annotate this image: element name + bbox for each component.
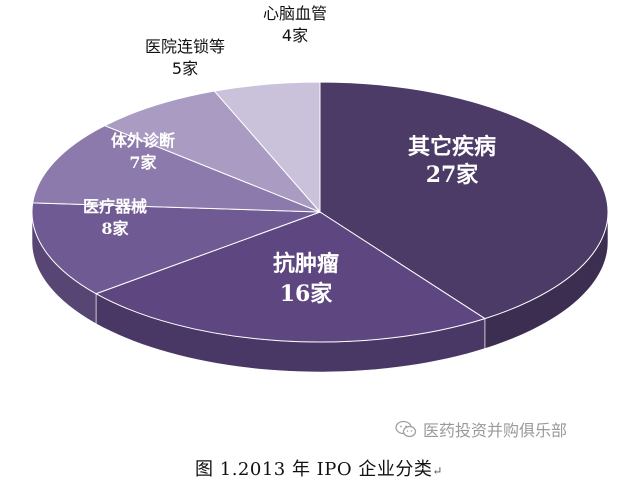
pie-slice-4 [32,125,321,213]
watermark-text: 医药投资并购俱乐部 [423,421,568,440]
caption-text: 图 1.2013 年 IPO 企业分类 [195,459,433,480]
pie-slice-2 [94,211,487,343]
slice-value-2: 16家 [280,281,334,307]
slice-value-5: 5家 [172,59,198,78]
slice-value-3: 8家 [101,219,129,238]
slice-value-6: 4家 [282,26,308,45]
slice-label-6: 心脑血管 [263,4,327,23]
pie-slices [31,81,609,343]
pie-slice-1 [319,81,609,320]
pie-slice-5 [103,90,321,213]
slice-label-5: 医院连锁等 [145,37,225,56]
slice-value-1: 27家 [426,162,480,188]
figure-caption: 图 1.2013 年 IPO 企业分类↵ [0,455,638,481]
slice-label-2: 抗肿瘤 [273,251,339,277]
slice-label-3: 医疗器械 [83,197,147,216]
wechat-icon [395,420,417,438]
pie-slice-3 [31,202,321,295]
slice-label-1: 其它疾病 [408,134,496,160]
watermark: 医药投资并购俱乐部 [395,417,567,441]
slice-label-4: 体外诊断 [111,131,175,150]
caption-mark: ↵ [432,464,443,478]
slice-value-4: 7家 [129,153,157,172]
pie-slice-6 [213,81,321,214]
